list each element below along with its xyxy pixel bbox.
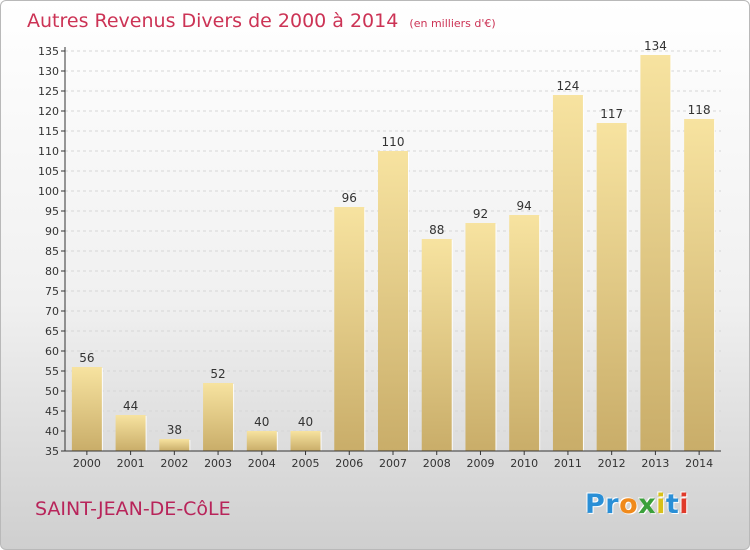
y-tick-label: 135: [38, 45, 59, 58]
bar-value-label: 117: [600, 107, 623, 121]
x-tick-label: 2009: [466, 457, 494, 470]
x-tick-label: 2003: [204, 457, 232, 470]
y-tick-label: 70: [45, 305, 59, 318]
bar: [509, 215, 540, 451]
y-tick-label: 35: [45, 445, 59, 458]
bar: [552, 95, 583, 451]
bar: [640, 55, 671, 451]
bar-value-label: 88: [429, 223, 444, 237]
x-tick-label: 2007: [379, 457, 407, 470]
bar-value-label: 44: [123, 399, 138, 413]
x-tick-label: 2006: [335, 457, 363, 470]
y-tick-label: 95: [45, 205, 59, 218]
x-tick-label: 2001: [117, 457, 145, 470]
bar: [159, 439, 190, 451]
bar: [246, 431, 277, 451]
x-tick-label: 2002: [160, 457, 188, 470]
bar-value-label: 56: [79, 351, 94, 365]
bar-value-label: 96: [342, 191, 357, 205]
bar-value-label: 118: [688, 103, 711, 117]
bar-value-label: 94: [517, 199, 532, 213]
logo-letter: i: [679, 489, 690, 520]
bar: [334, 207, 365, 451]
logo-letter: o: [619, 489, 639, 520]
axes: [61, 47, 721, 455]
x-tick-label: 2012: [598, 457, 626, 470]
x-tick-label: 2010: [510, 457, 538, 470]
x-tick-label: 2014: [685, 457, 713, 470]
bar: [684, 119, 715, 451]
bar-value-label: 38: [167, 423, 182, 437]
logo-letter: t: [665, 489, 680, 520]
y-tick-label: 125: [38, 85, 59, 98]
bar: [596, 123, 627, 451]
logo-letter: r: [605, 489, 620, 520]
y-tick-label: 115: [38, 125, 59, 138]
title-block: Autres Revenus Divers de 2000 à 2014 (en…: [27, 10, 496, 32]
y-tick-label: 130: [38, 65, 59, 78]
place-name: SAINT-JEAN-DE-CôLE: [35, 498, 231, 520]
proxiti-logo: Proxiti: [585, 489, 689, 520]
y-tick-label: 120: [38, 105, 59, 118]
y-tick-label: 40: [45, 425, 59, 438]
bar-value-label: 40: [298, 415, 313, 429]
logo-letter: P: [585, 489, 606, 520]
bar: [421, 239, 452, 451]
bar: [290, 431, 321, 451]
y-tick-label: 60: [45, 345, 59, 358]
bar: [71, 367, 102, 451]
bars: [71, 55, 716, 451]
logo-letter: i: [656, 489, 666, 520]
y-tick-label: 55: [45, 365, 59, 378]
y-tick-label: 50: [45, 385, 59, 398]
y-tick-label: 75: [45, 285, 59, 298]
y-tick-label: 85: [45, 245, 59, 258]
bar: [378, 151, 408, 451]
bar: [115, 415, 146, 451]
bar: [203, 383, 234, 451]
bar: [465, 223, 496, 451]
x-tick-label: 2011: [554, 457, 582, 470]
y-tick-label: 80: [45, 265, 59, 278]
bar-value-label: 52: [210, 367, 225, 381]
y-tick-label: 100: [38, 185, 59, 198]
y-tick-label: 90: [45, 225, 59, 238]
y-tick-label: 105: [38, 165, 59, 178]
labels: 35 40 45 50 55 60 65 70 75 80 85 90 95 100 105 110 115 12…: [38, 39, 713, 470]
y-tick-label: 45: [45, 405, 59, 418]
bar-value-label: 110: [382, 135, 405, 149]
y-tick-label: 65: [45, 325, 59, 338]
y-tick-label: 110: [38, 145, 59, 158]
bar-value-label: 124: [556, 79, 579, 93]
x-tick-label: 2004: [248, 457, 276, 470]
x-tick-label: 2008: [423, 457, 451, 470]
chart-title: Autres Revenus Divers de 2000 à 2014: [27, 10, 399, 32]
bar-value-label: 134: [644, 39, 667, 53]
x-tick-label: 2005: [292, 457, 320, 470]
bar-value-label: 40: [254, 415, 269, 429]
x-tick-label: 2000: [73, 457, 101, 470]
chart-unit-note: (en milliers d'€): [409, 17, 496, 30]
x-tick-label: 2013: [641, 457, 669, 470]
bar-value-label: 92: [473, 207, 488, 221]
logo-letter: x: [638, 489, 657, 520]
